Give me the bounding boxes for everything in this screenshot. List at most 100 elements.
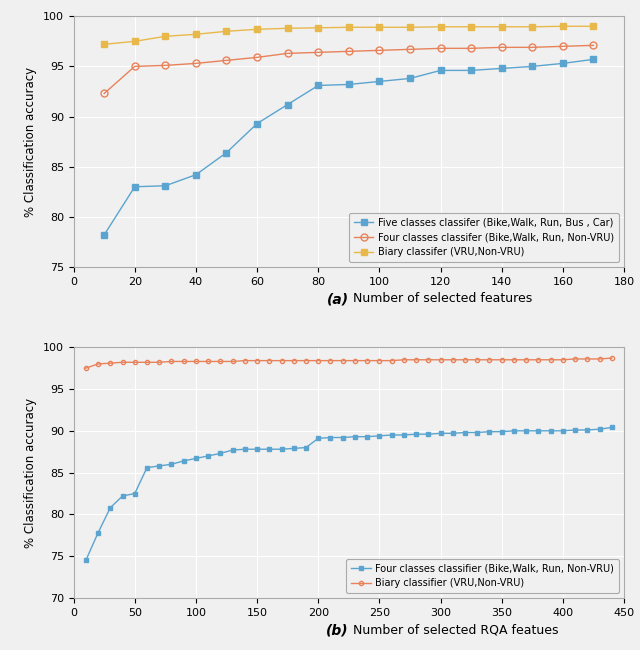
Biary classifier (VRU,Non-VRU)	[180, 358, 188, 365]
Biary classifier (VRU,Non-VRU)	[216, 358, 224, 365]
Biary classifier (VRU,Non-VRU)	[302, 357, 310, 365]
Five classes classifer (Bike,Walk, Run, Bus , Car)	[192, 171, 200, 179]
Five classes classifer (Bike,Walk, Run, Bus , Car)	[314, 81, 322, 89]
Four classes classifier (Bike,Walk, Run, Non-VRU)	[584, 426, 591, 434]
Biary classifier (VRU,Non-VRU)	[376, 357, 383, 365]
Text: (a): (a)	[326, 292, 349, 306]
Biary classifier (VRU,Non-VRU)	[326, 357, 334, 365]
Five classes classifer (Bike,Walk, Run, Bus , Car)	[529, 62, 536, 70]
Biary classifier (VRU,Non-VRU)	[253, 357, 261, 365]
Biary classifier (VRU,Non-VRU)	[510, 356, 518, 364]
Four classes classifier (Bike,Walk, Run, Non-VRU)	[498, 428, 506, 436]
Biary classifer (VRU,Non-VRU)	[284, 25, 291, 32]
Four classes classifier (Bike,Walk, Run, Non-VRU)	[82, 556, 90, 564]
Four classes classifier (Bike,Walk, Run, Non-VRU)	[376, 432, 383, 440]
Biary classifier (VRU,Non-VRU)	[192, 358, 200, 365]
Four classes classifier (Bike,Walk, Run, Non-VRU)	[449, 430, 456, 437]
Biary classifier (VRU,Non-VRU)	[143, 358, 151, 366]
Four classes classifer (Bike,Walk, Run, Non-VRU)	[498, 44, 506, 51]
Four classes classifer (Bike,Walk, Run, Non-VRU)	[376, 46, 383, 54]
Five classes classifer (Bike,Walk, Run, Bus , Car)	[345, 81, 353, 88]
Biary classifier (VRU,Non-VRU)	[412, 356, 420, 364]
Four classes classifier (Bike,Walk, Run, Non-VRU)	[572, 426, 579, 434]
Four classes classifer (Bike,Walk, Run, Non-VRU)	[436, 44, 444, 52]
Four classes classifer (Bike,Walk, Run, Non-VRU)	[161, 62, 169, 70]
Five classes classifer (Bike,Walk, Run, Bus , Car)	[406, 75, 414, 83]
Line: Four classes classifer (Bike,Walk, Run, Non-VRU): Four classes classifer (Bike,Walk, Run, …	[100, 42, 597, 97]
Four classes classifier (Bike,Walk, Run, Non-VRU)	[534, 427, 542, 435]
Four classes classifier (Bike,Walk, Run, Non-VRU)	[228, 446, 236, 454]
Biary classifier (VRU,Non-VRU)	[534, 356, 542, 364]
Four classes classifer (Bike,Walk, Run, Non-VRU)	[345, 47, 353, 55]
Biary classifier (VRU,Non-VRU)	[131, 358, 139, 366]
Four classes classifier (Bike,Walk, Run, Non-VRU)	[461, 428, 469, 436]
Four classes classifier (Bike,Walk, Run, Non-VRU)	[547, 427, 554, 435]
Four classes classifier (Bike,Walk, Run, Non-VRU)	[143, 463, 151, 471]
Four classes classifier (Bike,Walk, Run, Non-VRU)	[388, 431, 396, 439]
Five classes classifer (Bike,Walk, Run, Bus , Car)	[223, 149, 230, 157]
Five classes classifer (Bike,Walk, Run, Bus , Car)	[161, 182, 169, 190]
Line: Four classes classifier (Bike,Walk, Run, Non-VRU): Four classes classifier (Bike,Walk, Run,…	[84, 425, 614, 562]
Biary classifer (VRU,Non-VRU)	[436, 23, 444, 31]
Biary classifer (VRU,Non-VRU)	[131, 38, 139, 46]
Biary classifier (VRU,Non-VRU)	[241, 357, 249, 365]
Line: Biary classifer (VRU,Non-VRU): Biary classifer (VRU,Non-VRU)	[101, 23, 596, 47]
Five classes classifer (Bike,Walk, Run, Bus , Car)	[498, 64, 506, 72]
Four classes classifier (Bike,Walk, Run, Non-VRU)	[314, 434, 322, 442]
Four classes classifer (Bike,Walk, Run, Non-VRU)	[559, 42, 566, 50]
Biary classifer (VRU,Non-VRU)	[314, 24, 322, 32]
Four classes classifier (Bike,Walk, Run, Non-VRU)	[436, 430, 444, 437]
Biary classifier (VRU,Non-VRU)	[118, 358, 126, 366]
Biary classifier (VRU,Non-VRU)	[290, 357, 298, 365]
Biary classifer (VRU,Non-VRU)	[192, 31, 200, 38]
Four classes classifer (Bike,Walk, Run, Non-VRU)	[100, 90, 108, 97]
Biary classifier (VRU,Non-VRU)	[204, 358, 212, 365]
Four classes classifer (Bike,Walk, Run, Non-VRU)	[284, 49, 291, 57]
Biary classifer (VRU,Non-VRU)	[589, 22, 597, 30]
Four classes classifier (Bike,Walk, Run, Non-VRU)	[510, 427, 518, 435]
Biary classifier (VRU,Non-VRU)	[522, 356, 530, 364]
Four classes classifier (Bike,Walk, Run, Non-VRU)	[131, 489, 139, 497]
Four classes classifier (Bike,Walk, Run, Non-VRU)	[168, 460, 175, 468]
Four classes classifier (Bike,Walk, Run, Non-VRU)	[302, 444, 310, 452]
Five classes classifer (Bike,Walk, Run, Bus , Car)	[589, 55, 597, 63]
Legend: Five classes classifer (Bike,Walk, Run, Bus , Car), Four classes classifer (Bike: Five classes classifer (Bike,Walk, Run, …	[349, 213, 619, 262]
Five classes classifer (Bike,Walk, Run, Bus , Car)	[467, 66, 475, 74]
Biary classifier (VRU,Non-VRU)	[608, 354, 616, 362]
Five classes classifer (Bike,Walk, Run, Bus , Car)	[131, 183, 139, 190]
Four classes classifer (Bike,Walk, Run, Non-VRU)	[253, 53, 261, 61]
Four classes classifier (Bike,Walk, Run, Non-VRU)	[596, 425, 604, 433]
Biary classifier (VRU,Non-VRU)	[168, 358, 175, 365]
Four classes classifier (Bike,Walk, Run, Non-VRU)	[180, 457, 188, 465]
Line: Five classes classifer (Bike,Walk, Run, Bus , Car): Five classes classifer (Bike,Walk, Run, …	[101, 57, 596, 238]
Biary classifier (VRU,Non-VRU)	[106, 359, 114, 367]
Legend: Four classes classifier (Bike,Walk, Run, Non-VRU), Biary classifier (VRU,Non-VRU: Four classes classifier (Bike,Walk, Run,…	[346, 558, 619, 593]
Four classes classifer (Bike,Walk, Run, Non-VRU)	[406, 46, 414, 53]
Four classes classifier (Bike,Walk, Run, Non-VRU)	[339, 434, 346, 441]
Five classes classifer (Bike,Walk, Run, Bus , Car)	[376, 77, 383, 85]
Four classes classifier (Bike,Walk, Run, Non-VRU)	[559, 427, 566, 435]
Four classes classifier (Bike,Walk, Run, Non-VRU)	[94, 529, 102, 537]
Four classes classifier (Bike,Walk, Run, Non-VRU)	[424, 430, 432, 438]
Biary classifier (VRU,Non-VRU)	[314, 357, 322, 365]
Biary classifer (VRU,Non-VRU)	[376, 23, 383, 31]
Four classes classifier (Bike,Walk, Run, Non-VRU)	[241, 445, 249, 453]
Four classes classifier (Bike,Walk, Run, Non-VRU)	[474, 428, 481, 436]
Line: Biary classifier (VRU,Non-VRU): Biary classifier (VRU,Non-VRU)	[84, 356, 614, 370]
Biary classifier (VRU,Non-VRU)	[436, 356, 444, 364]
Five classes classifer (Bike,Walk, Run, Bus , Car)	[559, 60, 566, 68]
Four classes classifier (Bike,Walk, Run, Non-VRU)	[106, 504, 114, 512]
Biary classifier (VRU,Non-VRU)	[596, 355, 604, 363]
Four classes classifier (Bike,Walk, Run, Non-VRU)	[118, 492, 126, 500]
Four classes classifier (Bike,Walk, Run, Non-VRU)	[351, 433, 359, 441]
Biary classifer (VRU,Non-VRU)	[559, 22, 566, 30]
Four classes classifier (Bike,Walk, Run, Non-VRU)	[266, 445, 273, 453]
Biary classifier (VRU,Non-VRU)	[228, 358, 236, 365]
Five classes classifer (Bike,Walk, Run, Bus , Car)	[100, 231, 108, 239]
Four classes classifier (Bike,Walk, Run, Non-VRU)	[192, 454, 200, 462]
Biary classifier (VRU,Non-VRU)	[559, 356, 566, 364]
Four classes classifer (Bike,Walk, Run, Non-VRU)	[589, 42, 597, 49]
Biary classifier (VRU,Non-VRU)	[94, 360, 102, 368]
Four classes classifier (Bike,Walk, Run, Non-VRU)	[253, 445, 261, 453]
Four classes classifier (Bike,Walk, Run, Non-VRU)	[156, 462, 163, 470]
